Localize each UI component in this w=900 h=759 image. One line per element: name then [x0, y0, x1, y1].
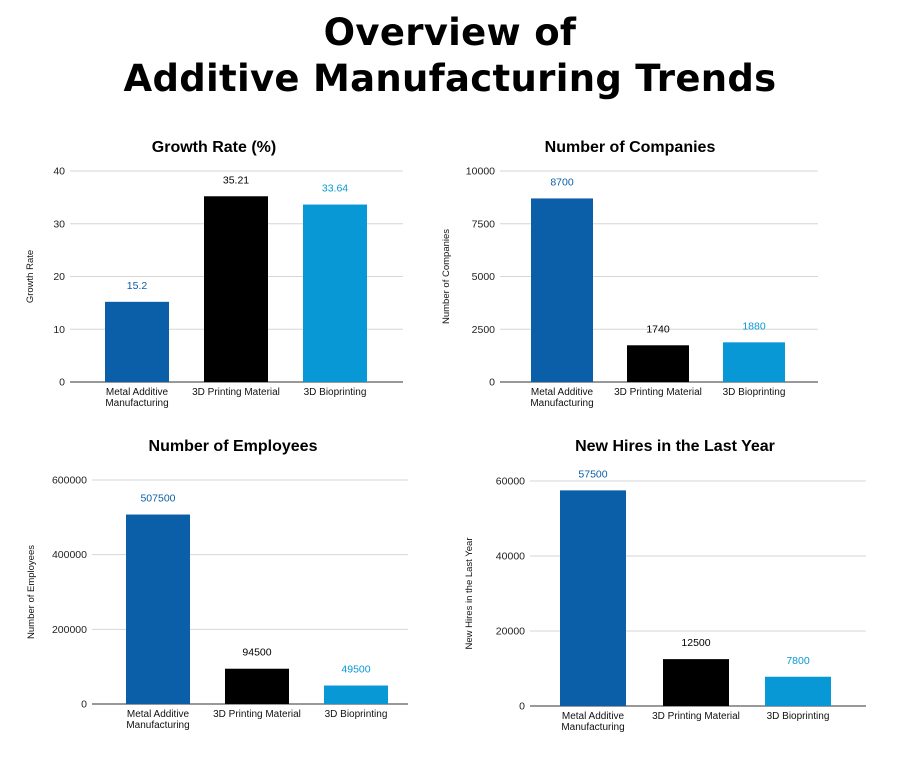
bar-metal-additive-manufacturing — [105, 301, 169, 382]
x-tick-label-line: Manufacturing — [105, 398, 168, 409]
y-tick-label: 40 — [53, 166, 65, 178]
y-tick-label: 20000 — [496, 626, 525, 638]
x-tick-label-3d-printing-material: 3D Printing Material — [614, 387, 702, 398]
x-tick-label-line: Manufacturing — [561, 722, 624, 733]
chart-title: Growth Rate (%) — [152, 139, 276, 156]
y-tick-label: 0 — [489, 377, 495, 389]
chart-title: Number of Companies — [545, 139, 716, 156]
data-label-3d-bioprinting: 7800 — [786, 655, 810, 667]
x-tick-label-line: 3D Bioprinting — [723, 387, 786, 398]
bar-metal-additive-manufacturing — [126, 514, 190, 704]
bar-3d-printing-material — [204, 196, 268, 382]
data-label-3d-printing-material: 35.21 — [223, 174, 249, 186]
y-tick-label: 7500 — [472, 218, 496, 230]
number-of-employees-chart: Number of Employees 0 200000 400000 600000 Nu… — [26, 438, 408, 731]
y-tick-label: 200000 — [52, 624, 87, 636]
y-axis-title: Growth Rate — [25, 250, 36, 303]
x-tick-label-line: Metal Additive — [562, 711, 625, 722]
x-tick-label-line: 3D Bioprinting — [767, 711, 830, 722]
x-tick-label-line: Manufacturing — [126, 720, 189, 731]
data-label-metal-additive-manufacturing: 507500 — [140, 493, 175, 505]
bar-metal-additive-manufacturing — [560, 490, 626, 706]
x-tick-label-3d-bioprinting: 3D Bioprinting — [767, 711, 830, 722]
y-tick-label: 5000 — [472, 271, 496, 283]
x-tick-label-line: Manufacturing — [530, 398, 593, 409]
x-tick-label-metal-additive-manufacturing: Metal Additive Manufacturing — [530, 387, 593, 409]
data-label-metal-additive-manufacturing: 15.2 — [127, 280, 148, 292]
x-tick-label-3d-bioprinting: 3D Bioprinting — [304, 387, 367, 398]
bar-3d-printing-material — [627, 345, 689, 382]
chart-title: New Hires in the Last Year — [575, 438, 775, 455]
x-tick-label-3d-bioprinting: 3D Bioprinting — [723, 387, 786, 398]
y-tick-label: 0 — [81, 699, 87, 711]
data-label-3d-bioprinting: 1880 — [742, 320, 766, 332]
x-tick-label-line: 3D Printing Material — [213, 709, 301, 720]
y-tick-label: 2500 — [472, 324, 496, 336]
x-tick-label-3d-bioprinting: 3D Bioprinting — [325, 709, 388, 720]
x-tick-label-metal-additive-manufacturing: Metal Additive Manufacturing — [105, 387, 168, 409]
y-tick-label: 60000 — [496, 476, 525, 488]
y-axis-title: Number of Companies — [441, 229, 452, 324]
data-label-metal-additive-manufacturing: 57500 — [578, 468, 607, 480]
x-tick-label-line: Metal Additive — [531, 387, 594, 398]
x-tick-label-line: Metal Additive — [106, 387, 169, 398]
data-label-3d-printing-material: 1740 — [646, 323, 670, 335]
y-tick-label: 30 — [53, 218, 65, 230]
x-tick-label-metal-additive-manufacturing: Metal Additive Manufacturing — [561, 711, 624, 733]
y-tick-label: 40000 — [496, 551, 525, 563]
bar-3d-bioprinting — [324, 685, 388, 704]
x-tick-label-line: 3D Printing Material — [614, 387, 702, 398]
x-tick-label-metal-additive-manufacturing: Metal Additive Manufacturing — [126, 709, 189, 731]
chart-title: Number of Employees — [149, 438, 318, 455]
data-label-3d-bioprinting: 49500 — [341, 664, 370, 676]
y-axis-title: Number of Employees — [26, 545, 37, 639]
growth-rate-chart: Growth Rate (%) 0 10 20 30 40 Growth Rate 15.2 M… — [25, 139, 403, 409]
bar-metal-additive-manufacturing — [531, 198, 593, 382]
y-tick-label: 600000 — [52, 475, 87, 487]
y-tick-label: 0 — [59, 377, 65, 389]
x-tick-label-3d-printing-material: 3D Printing Material — [192, 387, 280, 398]
y-tick-label: 400000 — [52, 549, 87, 561]
page-title-line-1: Overview of — [323, 11, 577, 54]
page-title: Overview of Additive Manufacturing Trend… — [0, 10, 900, 102]
y-tick-label: 20 — [53, 271, 65, 283]
data-label-metal-additive-manufacturing: 8700 — [550, 176, 574, 188]
y-tick-label: 10000 — [466, 166, 495, 178]
bar-3d-bioprinting — [723, 342, 785, 382]
data-label-3d-bioprinting: 33.64 — [322, 183, 348, 195]
x-tick-label-line: 3D Bioprinting — [304, 387, 367, 398]
y-tick-label: 0 — [519, 701, 525, 713]
x-tick-label-3d-printing-material: 3D Printing Material — [213, 709, 301, 720]
bar-3d-bioprinting — [765, 676, 831, 706]
bar-3d-bioprinting — [303, 204, 367, 382]
bar-3d-printing-material — [225, 668, 289, 704]
data-label-3d-printing-material: 12500 — [681, 637, 710, 649]
x-tick-label-line: 3D Printing Material — [652, 711, 740, 722]
bar-3d-printing-material — [663, 659, 729, 706]
x-tick-label-line: Metal Additive — [127, 709, 190, 720]
new-hires-chart: New Hires in the Last Year 0 20000 40000 600… — [464, 438, 866, 733]
page-title-line-2: Additive Manufacturing Trends — [123, 57, 777, 100]
y-tick-label: 10 — [53, 324, 65, 336]
x-tick-label-line: 3D Bioprinting — [325, 709, 388, 720]
x-tick-label-3d-printing-material: 3D Printing Material — [652, 711, 740, 722]
y-axis-title: New Hires in the Last Year — [464, 538, 475, 650]
number-of-companies-chart: Number of Companies 0 2500 5000 7500 10000 Num… — [441, 139, 818, 409]
x-tick-label-line: 3D Printing Material — [192, 387, 280, 398]
data-label-3d-printing-material: 94500 — [242, 647, 271, 659]
